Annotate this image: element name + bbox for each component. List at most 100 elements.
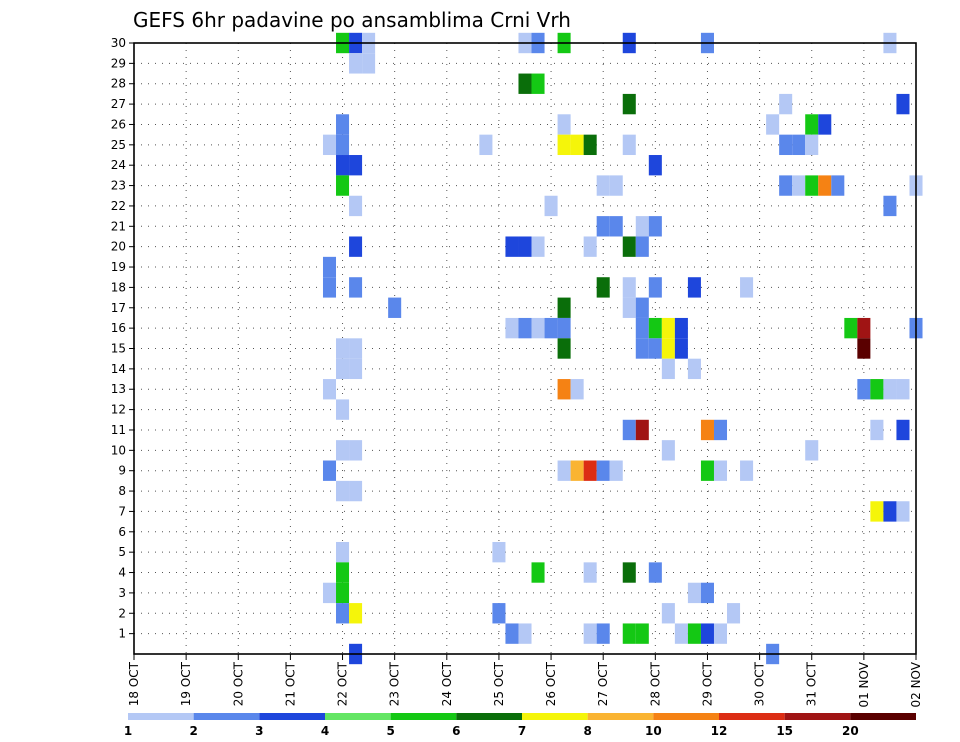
heatmap-cell	[336, 338, 350, 359]
heatmap-cell	[583, 562, 597, 583]
heatmap-cell	[570, 460, 584, 481]
colorbar-swatch	[719, 713, 785, 720]
heatmap-cell	[336, 562, 350, 583]
chart-title: GEFS 6hr padavine po ansamblima Crni Vrh	[133, 8, 571, 32]
colorbar-label: 4	[321, 724, 329, 738]
heatmap-cell	[505, 236, 519, 257]
y-tick-label: 15	[111, 342, 126, 356]
heatmap-cell	[700, 460, 714, 481]
heatmap-cell	[713, 419, 728, 441]
heatmap-cell	[687, 623, 701, 644]
heatmap-cell	[661, 603, 675, 624]
heatmap-cell	[349, 338, 363, 359]
y-tick-label: 8	[118, 484, 126, 498]
colorbar-swatch	[522, 713, 588, 720]
heatmap-cell	[622, 134, 636, 156]
heatmap-cell	[492, 603, 506, 624]
heatmap-cell	[674, 623, 688, 644]
colorbar-swatch	[587, 713, 654, 720]
heatmap-cell	[779, 175, 793, 196]
heatmap-cell	[336, 440, 350, 461]
heatmap-cell	[349, 603, 363, 624]
y-tick-label: 23	[111, 179, 126, 193]
heatmap-cell	[596, 216, 610, 237]
colorbar-swatch	[259, 713, 325, 720]
colorbar-swatch	[850, 713, 916, 720]
y-tick-label: 4	[118, 566, 126, 580]
heatmap-cell	[322, 460, 337, 481]
heatmap-cell	[779, 93, 793, 115]
heatmap-cell	[349, 53, 363, 74]
heatmap-cell	[531, 562, 545, 583]
heatmap-cell	[805, 175, 819, 196]
heatmap-cell	[362, 53, 376, 74]
heatmap-cell	[818, 114, 832, 135]
heatmap-cell	[805, 440, 819, 461]
heatmap-cell	[870, 501, 884, 522]
colorbar-label: 12	[711, 724, 728, 738]
heatmap-cell	[740, 460, 754, 481]
colorbar-label: 2	[189, 724, 197, 738]
heatmap-cell	[570, 134, 584, 156]
colorbar-swatch	[653, 713, 719, 720]
heatmap-cell	[635, 623, 649, 644]
heatmap-cell	[857, 379, 871, 400]
heatmap-cell	[648, 562, 662, 583]
colorbar-swatch	[456, 713, 522, 720]
heatmap-cell	[349, 480, 363, 502]
y-tick-label: 10	[111, 443, 126, 457]
y-tick-label: 9	[118, 464, 126, 478]
heatmap-cell	[687, 277, 701, 298]
x-tick-label: 01 NOV	[857, 661, 871, 707]
colorbar-label: 10	[645, 724, 662, 738]
heatmap-cell	[336, 175, 350, 196]
heatmap-cell	[557, 460, 571, 481]
heatmap-cell	[674, 338, 688, 359]
heatmap-cell	[635, 236, 649, 257]
heatmap-cell	[336, 603, 350, 624]
colorbar-swatch	[784, 713, 851, 720]
heatmap-cell	[622, 277, 636, 298]
heatmap-cell	[583, 134, 597, 156]
heatmap-cell	[570, 379, 584, 400]
heatmap-cell	[336, 358, 350, 380]
heatmap-cell	[531, 236, 545, 257]
heatmap-cell	[322, 256, 337, 278]
heatmap-cell	[713, 623, 728, 644]
heatmap-cell	[818, 175, 832, 196]
y-tick-label: 13	[111, 382, 126, 396]
y-tick-label: 19	[111, 260, 126, 274]
y-tick-label: 26	[111, 117, 126, 131]
colorbar-label: 6	[452, 724, 460, 738]
heatmap-cell	[713, 460, 728, 481]
heatmap-cell	[492, 541, 506, 563]
colorbar-label: 8	[583, 724, 591, 738]
y-tick-label: 20	[111, 240, 126, 254]
heatmap-cell	[635, 297, 649, 318]
heatmap-cell	[805, 114, 819, 135]
heatmap-cell	[349, 358, 363, 380]
heatmap-cell	[479, 134, 493, 156]
heatmap-cell	[388, 297, 402, 318]
heatmap-cell	[896, 93, 910, 115]
heatmap-cell	[531, 73, 545, 94]
heatmap-cell	[622, 297, 636, 318]
heatmap-cell	[727, 603, 741, 624]
heatmap-cell	[322, 277, 337, 298]
heatmap-cell	[322, 379, 337, 400]
x-tick-label: 30 OCT	[753, 661, 767, 706]
heatmap-cell	[674, 317, 688, 339]
y-tick-label: 28	[111, 77, 126, 91]
y-tick-label: 21	[111, 219, 126, 233]
y-tick-label: 12	[111, 403, 126, 417]
x-tick-label: 27 OCT	[596, 661, 610, 706]
heatmap-cell	[557, 317, 571, 339]
y-tick-label: 1	[118, 627, 126, 641]
colorbar: 1 2 3 4 5 6 7 8 10 12 15 20	[124, 713, 916, 738]
heatmap-cell	[557, 114, 571, 135]
heatmap-cell	[870, 379, 884, 400]
colorbar-label: 1	[124, 724, 132, 738]
y-tick-label: 14	[111, 362, 126, 376]
colorbar-label: 15	[776, 724, 793, 738]
heatmap-cell	[596, 460, 610, 481]
